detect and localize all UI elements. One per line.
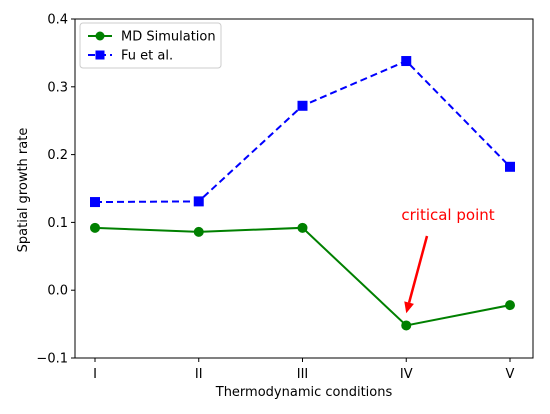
legend-label: MD Simulation xyxy=(121,30,216,45)
data-point xyxy=(505,300,515,311)
x-tick-label: V xyxy=(506,367,515,382)
legend-marker xyxy=(95,31,105,41)
data-point xyxy=(193,226,204,237)
x-axis-label: Thermodynamic conditions xyxy=(215,385,393,400)
x-tick-label: I xyxy=(93,367,97,382)
data-point xyxy=(297,100,308,111)
y-tick-label: 0.3 xyxy=(47,80,68,95)
y-tick-label: 0.2 xyxy=(47,148,68,163)
legend-marker xyxy=(95,50,105,60)
y-axis-label: Spatial growth rate xyxy=(16,128,31,253)
axes-frame xyxy=(74,18,534,359)
data-point xyxy=(401,56,412,67)
critical-point-annotation: critical point xyxy=(401,206,494,224)
legend: MD Simulation Fu et al. xyxy=(79,22,222,69)
legend-label: Fu et al. xyxy=(121,49,173,64)
data-point xyxy=(401,320,412,331)
y-tick-label: 0.0 xyxy=(47,284,68,299)
arrow-shaft xyxy=(407,235,429,303)
x-tick-label: IV xyxy=(400,367,413,382)
series-line-2 xyxy=(94,59,511,204)
data-point xyxy=(505,161,515,172)
y-tick-label: 0.4 xyxy=(47,13,68,28)
arrow-head xyxy=(404,301,414,314)
series-line-1 xyxy=(94,226,511,327)
x-tick-label: II xyxy=(195,367,203,382)
critical-point-arrow xyxy=(404,235,429,314)
plot-area xyxy=(74,18,534,359)
data-point xyxy=(90,222,100,233)
y-tick-label: −0.1 xyxy=(36,352,68,367)
y-tick-label: 0.1 xyxy=(47,216,68,231)
data-point xyxy=(297,222,308,233)
data-point xyxy=(193,196,204,207)
legend-frame xyxy=(79,22,222,69)
axis-ticks: I II III IV V−0.10.00.10.20.30.4 xyxy=(36,13,514,383)
data-point xyxy=(90,197,100,208)
x-tick-label: III xyxy=(297,367,309,382)
